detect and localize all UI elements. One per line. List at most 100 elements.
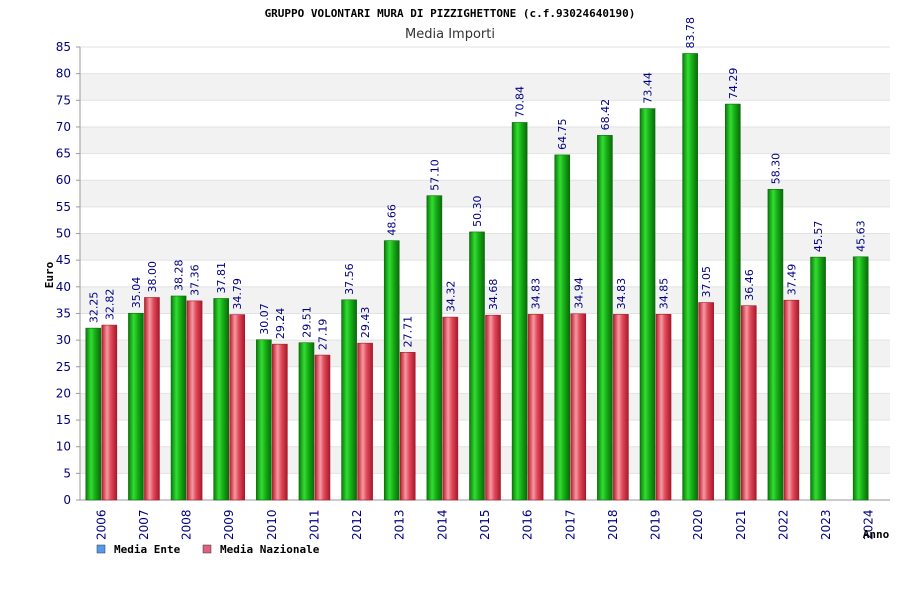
x-tick-label-2009: 2009 — [222, 509, 236, 540]
bar-media-ente-2020 — [682, 53, 698, 501]
value-label-media-ente-2013: 48.66 — [386, 204, 399, 236]
value-label-media-nazionale-2021: 36.46 — [743, 269, 756, 301]
value-label-media-ente-2014: 57.10 — [428, 159, 441, 191]
value-label-media-ente-2016: 70.84 — [514, 86, 527, 118]
y-tick-label: 75 — [56, 93, 71, 107]
value-label-media-nazionale-2022: 37.49 — [785, 264, 798, 296]
legend-swatch-media-ente — [96, 544, 106, 554]
y-tick-label: 50 — [56, 227, 71, 241]
x-tick-label-2012: 2012 — [350, 509, 364, 540]
bar-media-ente-2009 — [213, 298, 230, 501]
value-label-media-nazionale-2011: 27.19 — [316, 319, 329, 351]
legend-label-media-nazionale: Media Nazionale — [220, 543, 320, 556]
bar-media-nazionale-2015 — [485, 314, 501, 501]
value-label-media-nazionale-2020: 37.05 — [700, 266, 713, 298]
value-label-media-ente-2024: 45.63 — [855, 220, 868, 252]
value-label-media-nazionale-2019: 34.85 — [658, 278, 671, 310]
value-label-media-nazionale-2016: 34.83 — [530, 278, 543, 310]
y-tick-label: 40 — [56, 280, 71, 294]
y-tick-label: 30 — [56, 333, 71, 347]
bar-media-ente-2013 — [383, 240, 400, 501]
value-label-media-ente-2017: 64.75 — [556, 118, 569, 150]
y-tick-label: 85 — [56, 40, 71, 54]
grid-band — [80, 233, 890, 261]
value-label-media-nazionale-2012: 29.43 — [359, 307, 372, 339]
y-tick-label: 55 — [56, 200, 71, 214]
value-label-media-nazionale-2010: 29.24 — [274, 308, 287, 340]
x-tick-label-2018: 2018 — [606, 509, 620, 540]
value-label-media-nazionale-2018: 34.83 — [615, 278, 628, 310]
value-label-media-nazionale-2007: 38.00 — [146, 261, 159, 293]
x-tick-label-2015: 2015 — [478, 509, 492, 540]
bar-media-ente-2015 — [469, 231, 485, 501]
bar-media-nazionale-2019 — [655, 313, 672, 501]
value-label-media-ente-2008: 38.28 — [173, 259, 186, 291]
bar-media-nazionale-2008 — [186, 300, 203, 501]
bar-media-nazionale-2006 — [101, 324, 118, 501]
bar-media-nazionale-2021 — [740, 305, 757, 501]
value-label-media-nazionale-2015: 34.68 — [487, 279, 500, 311]
bar-media-ente-2006 — [85, 327, 102, 501]
value-label-media-ente-2011: 29.51 — [300, 306, 313, 338]
x-tick-label-2024: 2024 — [862, 509, 876, 540]
x-tick-label-2021: 2021 — [734, 509, 748, 540]
bar-media-nazionale-2007 — [144, 297, 160, 501]
bar-media-nazionale-2013 — [399, 352, 416, 501]
bar-media-ente-2011 — [298, 342, 315, 501]
y-tick-label: 70 — [56, 120, 71, 134]
value-label-media-ente-2009: 37.81 — [215, 262, 228, 294]
y-tick-label: 60 — [56, 173, 71, 187]
x-tick-label-2019: 2019 — [649, 509, 663, 540]
bar-media-nazionale-2009 — [229, 314, 246, 501]
grid-band — [80, 126, 890, 154]
x-tick-label-2016: 2016 — [521, 509, 535, 540]
bar-media-ente-2008 — [170, 295, 187, 501]
grid-band — [80, 180, 890, 207]
value-label-media-ente-2007: 35.04 — [130, 277, 143, 309]
y-tick-label: 0 — [63, 493, 71, 507]
x-tick-label-2022: 2022 — [776, 509, 790, 540]
value-label-media-ente-2010: 30.07 — [258, 303, 271, 335]
y-axis-label: Euro — [43, 261, 56, 288]
bar-media-ente-2022 — [767, 188, 784, 501]
y-tick-label: 10 — [56, 440, 71, 454]
y-tick-label: 65 — [56, 147, 71, 161]
x-tick-label-2017: 2017 — [563, 509, 577, 540]
bar-media-ente-2019 — [639, 108, 656, 501]
x-tick-label-2006: 2006 — [94, 509, 108, 540]
value-label-media-ente-2012: 37.56 — [343, 263, 356, 295]
value-label-media-nazionale-2006: 32.82 — [103, 289, 116, 321]
bar-media-ente-2018 — [597, 135, 613, 501]
value-label-media-ente-2022: 58.30 — [769, 153, 782, 185]
x-tick-label-2011: 2011 — [307, 509, 321, 540]
bar-media-nazionale-2017 — [570, 313, 587, 501]
y-tick-label: 5 — [63, 466, 71, 480]
bar-media-ente-2014 — [426, 195, 443, 501]
value-label-media-nazionale-2014: 34.32 — [444, 281, 457, 313]
bar-media-nazionale-2018 — [613, 314, 629, 501]
bar-media-nazionale-2022 — [783, 299, 800, 501]
bar-media-nazionale-2016 — [527, 314, 544, 501]
y-tick-label: 35 — [56, 306, 71, 320]
x-tick-label-2014: 2014 — [435, 509, 449, 540]
value-label-media-nazionale-2009: 34.79 — [231, 278, 244, 309]
legend: Media Ente Media Nazionale — [96, 543, 320, 556]
value-label-media-ente-2020: 83.78 — [684, 17, 697, 49]
legend-label-media-ente: Media Ente — [114, 543, 181, 556]
x-tick-label-2010: 2010 — [265, 509, 279, 540]
x-tick-label-2007: 2007 — [137, 509, 151, 540]
grid-band — [80, 73, 890, 101]
bar-media-ente-2017 — [554, 154, 571, 501]
value-label-media-ente-2006: 32.25 — [87, 292, 100, 324]
bar-media-nazionale-2010 — [272, 343, 288, 501]
bar-media-ente-2012 — [341, 299, 357, 501]
value-label-media-nazionale-2013: 27.71 — [402, 316, 415, 348]
y-tick-label: 25 — [56, 360, 71, 374]
value-label-media-nazionale-2008: 37.36 — [189, 264, 202, 296]
bar-media-ente-2010 — [256, 339, 272, 501]
value-label-media-ente-2015: 50.30 — [471, 195, 484, 227]
y-tick-label: 15 — [56, 413, 71, 427]
value-label-media-ente-2018: 68.42 — [599, 99, 612, 131]
chart-title: GRUPPO VOLONTARI MURA DI PIZZIGHETTONE (… — [265, 7, 636, 20]
